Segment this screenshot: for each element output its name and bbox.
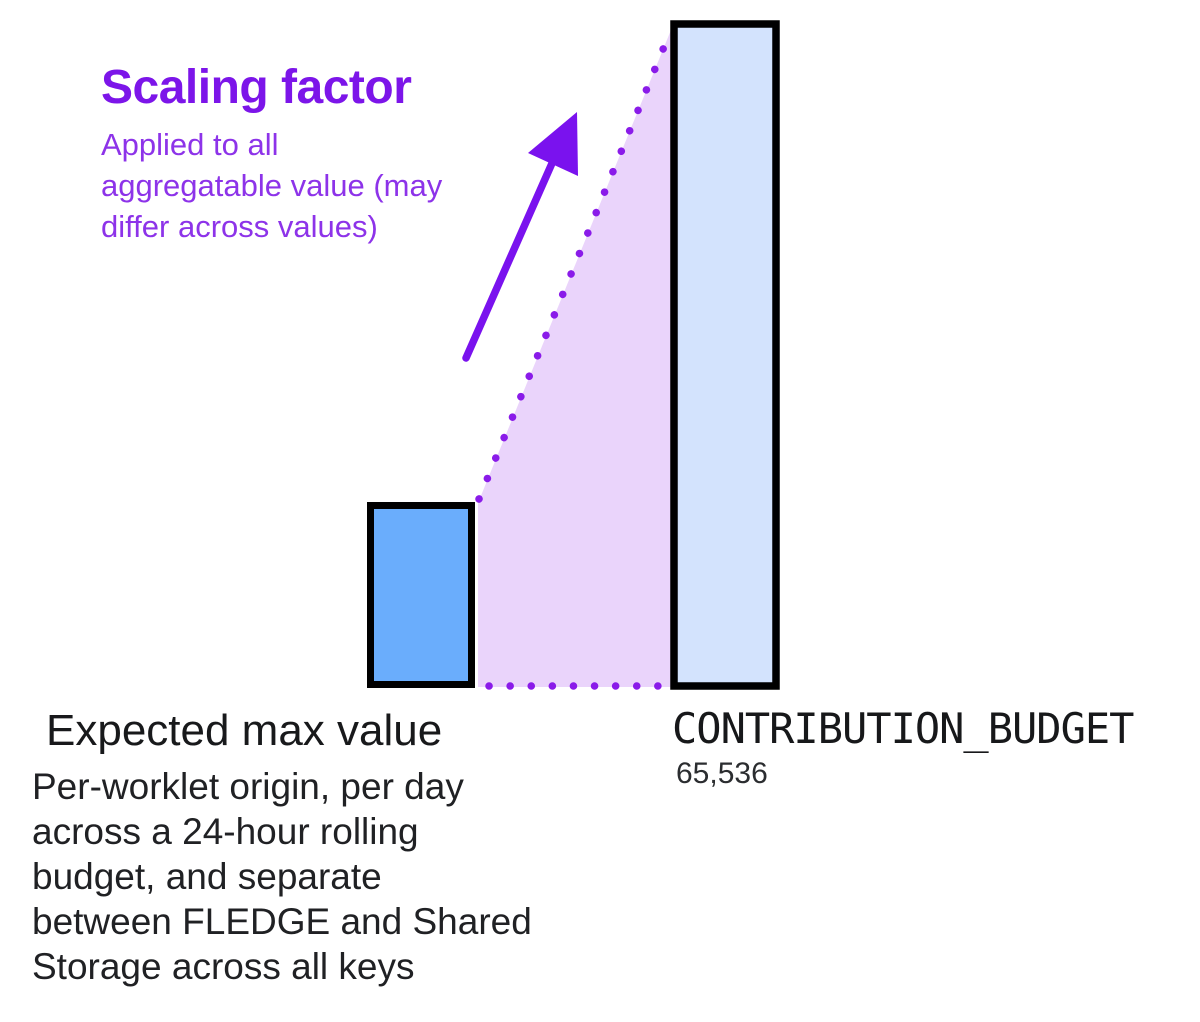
expected-max-description-line: Per-worklet origin, per day	[32, 766, 464, 807]
scaling-factor-subtitle-line: Applied to all	[101, 127, 279, 162]
scaling-arrow	[462, 112, 578, 362]
expected-max-bar	[367, 502, 475, 688]
scaling-factor-subtitle-line: aggregatable value (may	[101, 168, 443, 203]
expected-max-description-line: budget, and separate	[32, 856, 382, 897]
expected-max-description: Per-worklet origin, per day across a 24-…	[32, 764, 532, 989]
scaling-dotted-diagonal-line	[475, 38, 670, 503]
scaling-factor-subtitle-line: differ across values)	[101, 209, 378, 244]
contribution-budget-bar	[670, 20, 780, 690]
scaling-arrow-head	[528, 112, 578, 176]
expected-max-title: Expected max value	[46, 706, 443, 755]
scaling-factor-title: Scaling factor	[101, 61, 412, 114]
scaling-region-fill	[478, 30, 671, 687]
contribution-budget-label: CONTRIBUTION_BUDGET	[672, 704, 1134, 753]
contribution-budget-value: 65,536	[676, 757, 768, 790]
expected-max-description-line: across a 24-hour rolling	[32, 811, 419, 852]
scaling-arrow-shaft	[462, 157, 557, 362]
expected-max-description-line: Storage across all keys	[32, 946, 415, 987]
expected-max-description-line: between FLEDGE and Shared	[32, 901, 532, 942]
scaling-factor-subtitle: Applied to all aggregatable value (may d…	[101, 124, 442, 247]
